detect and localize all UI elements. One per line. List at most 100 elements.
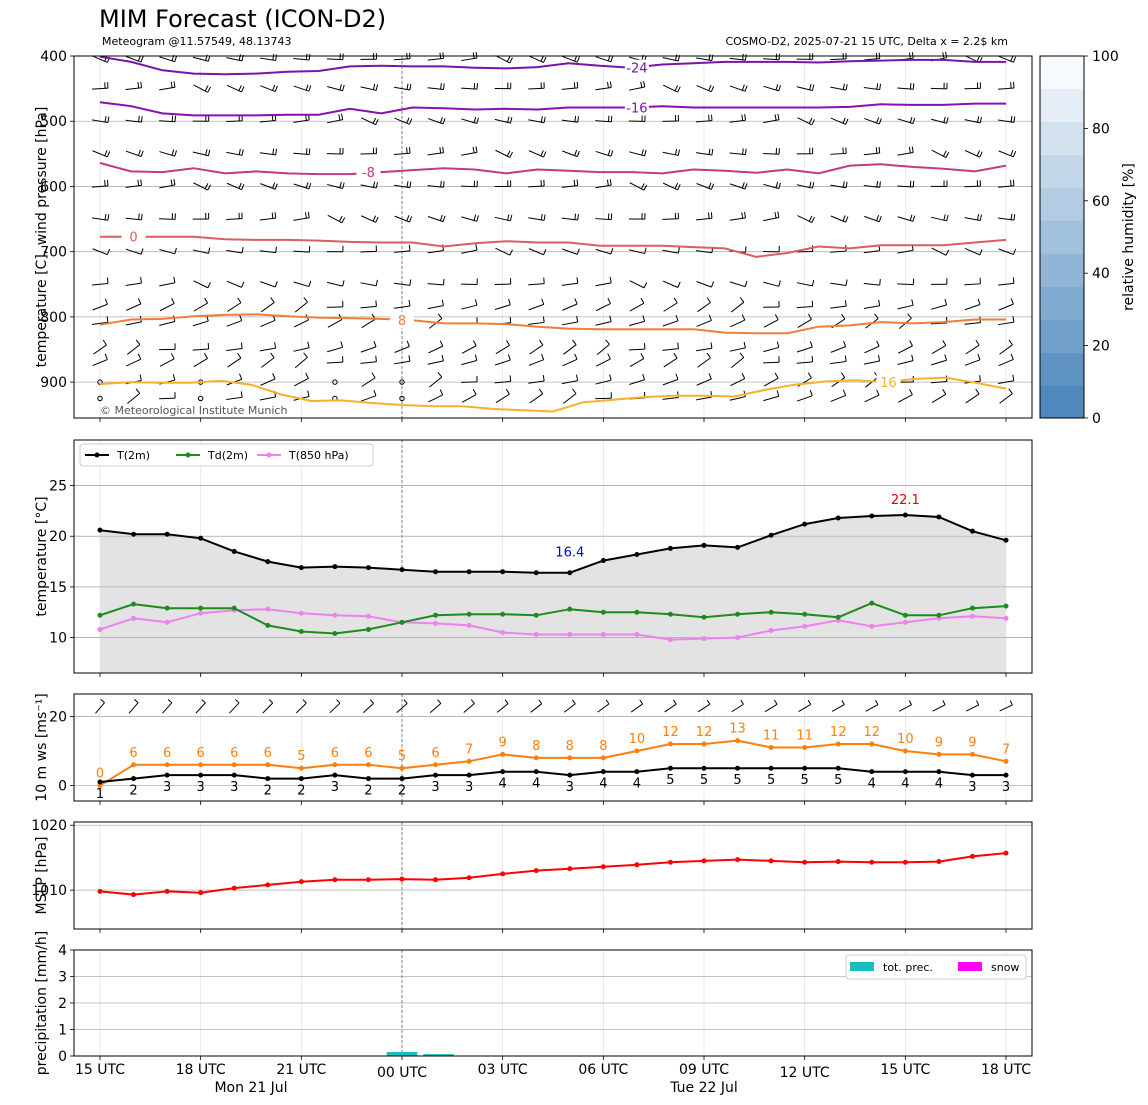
wind-barb-flag: [809, 83, 812, 90]
colorbar-tick-label: 80: [1092, 121, 1110, 137]
data-point: [701, 542, 707, 548]
legend-label: tot. prec.: [883, 961, 933, 974]
wind-barb-flag: [240, 391, 243, 398]
data-point: [399, 876, 405, 882]
data-point: [97, 626, 103, 632]
wind-barb-flag: [137, 179, 140, 186]
wind-barb-flag: [305, 53, 308, 60]
wind-barb-flag: [908, 147, 911, 154]
data-point: [433, 772, 439, 778]
wind-barb-shaft: [427, 250, 444, 254]
data-label: 5: [733, 773, 741, 788]
data-point: [802, 765, 808, 771]
wind-barb-flag: [205, 149, 208, 156]
wind-barb-shaft: [964, 217, 981, 222]
data-point: [667, 611, 673, 617]
wind-barb-flag: [875, 700, 879, 705]
wind-barb-flag: [201, 699, 206, 704]
data-label: 12: [830, 725, 847, 740]
wind-barb-flag: [505, 339, 510, 346]
wind-barb-shaft: [530, 703, 543, 713]
wind-barb-shaft: [563, 703, 576, 713]
data-point: [131, 615, 137, 621]
wind-barb-flag: [976, 150, 981, 157]
data-point: [332, 630, 338, 636]
wind-barb-flag: [272, 182, 276, 189]
wind-barb-flag: [842, 117, 846, 124]
data-point: [533, 612, 539, 618]
wind-barb-shaft: [830, 282, 847, 286]
data-point: [667, 765, 673, 771]
wind-barb-flag: [140, 150, 144, 157]
wind-barb-shaft: [429, 376, 443, 388]
wind-barb-flag: [540, 213, 543, 220]
wind-barb-flag: [308, 182, 312, 190]
wind-barb-shaft: [662, 280, 678, 288]
wind-barb-flag: [946, 117, 949, 124]
wind-barb-shaft: [830, 305, 847, 309]
wind-barb-shaft: [763, 319, 779, 328]
wind-barb-flag: [975, 339, 980, 346]
wind-barb-flag: [274, 212, 277, 219]
wind-barb-shaft: [226, 182, 242, 191]
temperature-legend: T(2m) Td(2m) T(850 hPa): [79, 443, 374, 467]
legend-label: T(850 hPa): [288, 449, 349, 462]
wind-barb-flag: [811, 84, 815, 91]
wind-barb-flag: [102, 339, 107, 346]
wind-barb-flag: [708, 373, 712, 380]
wind-barb-flag: [979, 116, 982, 123]
wind-barb-shaft: [125, 321, 142, 326]
wind-barb-shaft: [326, 119, 343, 124]
wind-barb-flag: [442, 215, 446, 222]
data-point: [835, 515, 841, 521]
wind-barb-flag: [574, 353, 578, 360]
wind-barb-shaft: [159, 249, 175, 255]
wind-barb-flag: [408, 299, 411, 307]
wind-barb-flag: [272, 54, 275, 61]
wind-barb-flag: [710, 85, 715, 92]
data-point: [735, 544, 741, 550]
wind-barb-flag: [876, 340, 880, 347]
wind-barb-shaft: [360, 395, 377, 402]
wind-barb-flag: [571, 388, 577, 394]
series-line: [99, 767, 1006, 783]
wind-barb-shaft: [226, 218, 243, 221]
wind-barb-shaft: [730, 301, 745, 313]
wind-barb-shaft: [529, 344, 544, 355]
wind-barb-flag: [372, 181, 376, 188]
wind-barb-flag: [808, 117, 813, 124]
data-point: [198, 610, 204, 616]
data-point: [332, 612, 338, 618]
wind-barb-shaft: [293, 57, 310, 61]
wind-barb-flag: [408, 118, 413, 125]
wind-barb-flag: [673, 352, 678, 359]
wind-barb-flag: [174, 247, 177, 254]
data-point: [500, 629, 506, 635]
wind-barb-shaft: [964, 119, 981, 124]
data-label: 8: [566, 739, 574, 754]
wind-barb-shaft: [159, 303, 175, 312]
wind-barb-flag: [778, 85, 781, 92]
wind-barb-flag: [740, 699, 744, 705]
mslp-panel: 1010 1020 MSLP [hPa]: [31, 818, 1033, 933]
wind-barb-flag: [543, 56, 547, 63]
data-point: [567, 866, 573, 872]
wind-barb-shaft: [595, 282, 612, 287]
wind-barb-flag: [375, 119, 379, 125]
wind-barb-flag: [944, 354, 948, 361]
data-point: [399, 619, 405, 625]
wind-barb-shaft: [595, 358, 611, 367]
wind-barb-shaft: [429, 703, 442, 713]
data-point: [667, 545, 673, 551]
wind-barb-flag: [241, 183, 245, 190]
data-point: [1003, 772, 1009, 778]
wind-barb-flag: [375, 355, 377, 362]
wind-barb-shaft: [830, 360, 847, 365]
wind-barb-flag: [677, 184, 681, 190]
colorbar-band: [1040, 220, 1084, 254]
wind-barb-shaft: [261, 302, 275, 313]
wind-barb-flag: [778, 280, 781, 287]
wind-barb-shaft: [863, 185, 880, 188]
wind-barb-flag: [509, 151, 513, 158]
